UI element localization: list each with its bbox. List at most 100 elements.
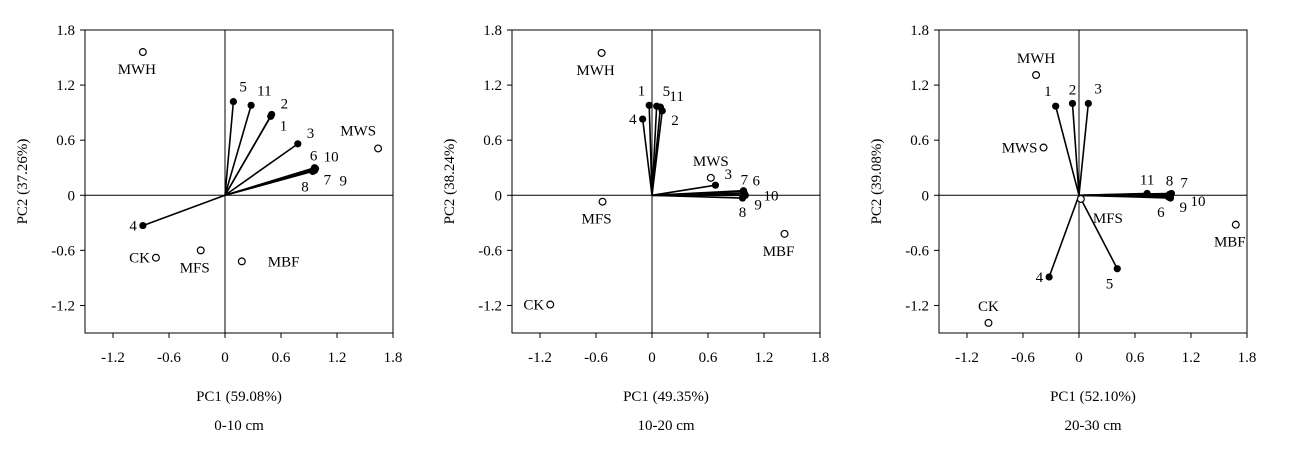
x-tick-label: 1.2 (328, 350, 347, 366)
y-tick-label: 1.8 (56, 23, 75, 39)
sample-label: MWS (693, 154, 729, 170)
sample-point (598, 197, 607, 206)
sample-label: MWH (118, 62, 156, 78)
y-tick-label: 1.2 (56, 78, 75, 94)
loading-vector-line (648, 105, 653, 196)
x-axis-title: PC1 (59.08%) (196, 389, 282, 405)
loading-vector-label: 8 (739, 205, 747, 221)
sample-label: CK (523, 298, 544, 314)
loading-vector-line (224, 105, 252, 196)
loading-vector-point (656, 103, 665, 111)
sample-point (237, 257, 246, 266)
loading-vector-label: 5 (1106, 277, 1114, 293)
sample-point (151, 253, 160, 262)
loading-vector-label: 11 (257, 83, 271, 99)
loading-vector-line (1071, 103, 1080, 196)
y-tick-label: 0.6 (483, 133, 502, 149)
pca-panel-3: -1.2 -0.6 0 0.6 1.2 1.8 -1.2 -0.6 0 0.6 1.2 1.8 PC1 … (869, 23, 1256, 434)
loading-vector-label: 9 (340, 174, 348, 190)
sample-point (1032, 70, 1041, 79)
panel-subtitle: 0-10 cm (214, 418, 264, 434)
y-tick-label: -1.2 (905, 298, 929, 314)
x-tick-label: 0 (648, 350, 656, 366)
loading-vector-label: 8 (301, 179, 309, 195)
loading-vector-label: 6 (1157, 205, 1165, 221)
loading-vector-line (1048, 194, 1080, 278)
loading-vector-line (651, 189, 744, 197)
loading-vector-label: 10 (324, 150, 339, 166)
sample-point (138, 48, 147, 57)
loading-vector-point (639, 115, 647, 123)
sample-label: MBF (268, 254, 300, 270)
loading-vector-line (651, 184, 716, 197)
x-tick-label: -0.6 (157, 350, 181, 366)
sample-point (546, 300, 555, 309)
loading-vector-point (645, 101, 653, 109)
x-tick-label: 0.6 (1126, 350, 1145, 366)
x-tick-label: 1.2 (755, 350, 774, 366)
y-tick-label: -0.6 (905, 243, 929, 259)
loading-vector-line (651, 107, 662, 196)
x-tick-label: -1.2 (101, 350, 125, 366)
loading-vector-line (1078, 194, 1118, 270)
loading-vector-label: 6 (310, 149, 318, 165)
sample-label: MWS (1002, 141, 1038, 157)
loading-vector-label: 6 (752, 174, 760, 190)
loading-vector-line (224, 143, 299, 196)
sample-point (780, 229, 789, 238)
pca-panel-2: -1.2 -0.6 0 0.6 1.2 1.8 -1.2 -0.6 0 0.6 1.2 1.8 PC1 … (442, 23, 829, 434)
y-tick-label: 0 (922, 188, 930, 204)
loading-vector-point (311, 164, 319, 172)
sample-point (374, 144, 383, 153)
loading-vector-label: 3 (1094, 81, 1102, 97)
sample-point (984, 318, 993, 327)
loading-vector-point (1084, 99, 1092, 108)
sample-label: MBF (1214, 235, 1246, 251)
sample-label: MWH (1017, 51, 1055, 67)
loading-vector-point (1113, 265, 1121, 273)
loading-vector-label: 5 (663, 84, 671, 100)
loading-vector-point (1166, 192, 1175, 200)
loading-vector-point (247, 101, 255, 109)
x-tick-label: -0.6 (584, 350, 608, 366)
x-tick-label: -0.6 (1011, 350, 1035, 366)
loading-vector-label: 8 (1166, 173, 1174, 189)
y-tick-label: -1.2 (51, 298, 75, 314)
loading-vector-line (1054, 106, 1080, 196)
x-tick-label: -1.2 (955, 350, 979, 366)
y-tick-label: 1.2 (910, 78, 929, 94)
loading-vector-point (1143, 189, 1151, 198)
loading-vector-label: 3 (724, 167, 732, 183)
loading-vector-label: 1 (638, 83, 646, 99)
x-tick-label: 1.8 (384, 350, 403, 366)
loading-vector-point (268, 110, 276, 119)
x-tick-label: 0 (1075, 350, 1083, 366)
loading-vector-label: 7 (741, 172, 749, 188)
loading-vector-point (1052, 102, 1060, 110)
loading-vector-label: 9 (754, 197, 762, 213)
loading-vector-label: 1 (280, 118, 288, 134)
y-tick-label: -0.6 (51, 243, 75, 259)
loading-vector-label: 11 (1140, 172, 1154, 188)
pca-panel-1: -1.2 -0.6 0 0.6 1.2 1.8 -1.2 -0.6 0 0.6 1.2 1.8 PC1 … (15, 23, 402, 434)
y-tick-label: 1.2 (483, 78, 502, 94)
y-tick-label: 1.8 (483, 23, 502, 39)
sample-label: MFS (1093, 211, 1123, 227)
sample-label: MWH (576, 63, 614, 79)
sample-point (1039, 143, 1048, 152)
loading-vector-point (139, 221, 147, 230)
x-axis-title: PC1 (49.35%) (623, 389, 709, 405)
loading-vector-line (224, 166, 315, 197)
sample-label: CK (129, 251, 150, 267)
loading-vector-point (1045, 273, 1053, 281)
x-tick-label: 0.6 (699, 350, 718, 366)
x-tick-label: 0 (221, 350, 229, 366)
loading-vector-label: 10 (763, 189, 778, 205)
sample-label: MWS (340, 123, 376, 139)
sample-point (706, 173, 715, 182)
y-tick-label: -0.6 (478, 243, 502, 259)
sample-label: MFS (582, 212, 612, 228)
y-axis-title: PC2 (39.08%) (869, 139, 885, 225)
loading-vector-label: 2 (1069, 82, 1077, 98)
